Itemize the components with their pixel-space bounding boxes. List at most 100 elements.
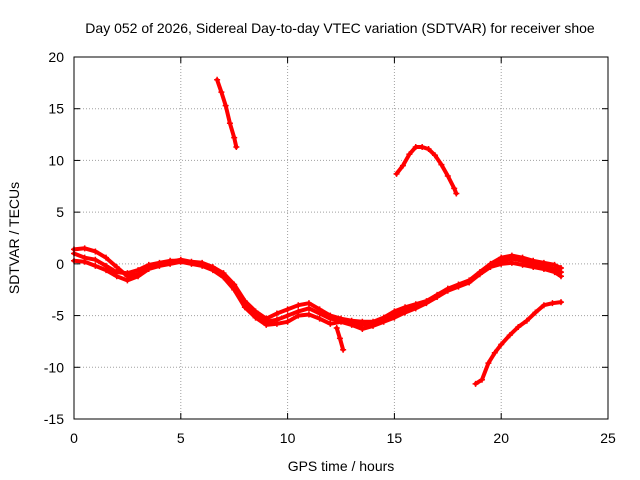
y-tick-label: -10 bbox=[44, 359, 64, 375]
data-point-marker bbox=[444, 172, 451, 179]
data-point-marker bbox=[103, 262, 110, 269]
data-point-marker bbox=[220, 272, 227, 279]
data-point-marker bbox=[393, 170, 400, 177]
data-point-marker bbox=[412, 143, 419, 150]
data-point-marker bbox=[515, 323, 522, 330]
data-point-marker bbox=[284, 312, 291, 319]
data-point-marker bbox=[478, 376, 485, 383]
data-point-marker bbox=[252, 312, 259, 319]
x-tick-label: 25 bbox=[600, 430, 616, 446]
data-point-marker bbox=[508, 255, 515, 262]
data-point-marker bbox=[431, 152, 438, 159]
data-point-marker bbox=[273, 316, 280, 323]
x-tick-label: 5 bbox=[177, 430, 185, 446]
data-point-marker bbox=[167, 257, 174, 264]
data-point-marker bbox=[476, 270, 483, 277]
data-point-marker bbox=[348, 319, 355, 326]
data-point-marker bbox=[491, 349, 498, 356]
data-point-marker bbox=[81, 254, 88, 261]
series-trace-c bbox=[71, 250, 565, 328]
series-layer bbox=[71, 76, 565, 387]
x-tick-label: 0 bbox=[70, 430, 78, 446]
data-point-marker bbox=[451, 185, 458, 192]
data-point-marker bbox=[316, 315, 323, 322]
data-point-marker bbox=[380, 316, 387, 323]
data-point-marker bbox=[530, 260, 537, 267]
data-point-marker bbox=[444, 286, 451, 293]
data-point-marker bbox=[391, 311, 398, 318]
data-point-marker bbox=[81, 245, 88, 252]
y-tick-label: 5 bbox=[56, 204, 64, 220]
data-point-marker bbox=[305, 311, 312, 318]
data-point-marker bbox=[316, 310, 323, 317]
data-point-marker bbox=[124, 277, 131, 284]
data-point-marker bbox=[540, 262, 547, 269]
data-point-marker bbox=[145, 261, 152, 268]
data-point-marker bbox=[284, 306, 291, 313]
x-tick-label: 10 bbox=[280, 430, 296, 446]
data-point-marker bbox=[523, 317, 530, 324]
data-point-marker bbox=[231, 134, 238, 141]
data-point-marker bbox=[113, 263, 120, 270]
series-trace-d bbox=[214, 76, 240, 150]
y-tick-label: 0 bbox=[56, 256, 64, 272]
data-point-marker bbox=[113, 269, 120, 276]
data-point-marker bbox=[135, 273, 142, 280]
data-point-marker bbox=[124, 270, 131, 277]
series-trace-f bbox=[472, 299, 565, 387]
y-tick-label: -5 bbox=[52, 308, 65, 324]
data-point-marker bbox=[419, 143, 426, 150]
data-point-marker bbox=[233, 143, 240, 150]
data-point-marker bbox=[506, 332, 513, 339]
data-point-marker bbox=[466, 278, 473, 285]
y-tick-label: 10 bbox=[48, 152, 64, 168]
data-point-marker bbox=[340, 346, 347, 353]
data-point-marker bbox=[231, 283, 238, 290]
data-point-marker bbox=[135, 267, 142, 274]
data-point-marker bbox=[327, 320, 334, 327]
data-point-marker bbox=[273, 310, 280, 317]
data-point-marker bbox=[532, 309, 539, 316]
data-point-marker bbox=[487, 261, 494, 268]
data-point-marker bbox=[498, 257, 505, 264]
data-point-marker bbox=[222, 102, 229, 109]
data-point-marker bbox=[103, 254, 110, 261]
y-axis-label: SDTVAR / TECUs bbox=[6, 182, 22, 294]
data-point-marker bbox=[406, 151, 413, 158]
x-axis-label: GPS time / hours bbox=[288, 458, 395, 474]
data-point-marker bbox=[305, 300, 312, 307]
series-trace-g bbox=[333, 324, 347, 353]
data-point-marker bbox=[156, 259, 163, 266]
data-point-marker bbox=[338, 316, 344, 323]
data-point-marker bbox=[218, 89, 225, 96]
data-point-marker bbox=[263, 318, 270, 325]
data-point-marker bbox=[519, 257, 526, 264]
data-point-marker bbox=[412, 303, 419, 310]
data-point-marker bbox=[327, 315, 334, 322]
data-point-marker bbox=[472, 380, 479, 387]
data-point-marker bbox=[425, 146, 432, 153]
data-point-marker bbox=[241, 302, 248, 309]
data-point-marker bbox=[199, 260, 206, 267]
data-point-marker bbox=[284, 318, 291, 325]
data-point-marker bbox=[333, 324, 340, 331]
data-point-marker bbox=[551, 266, 558, 273]
data-point-marker bbox=[438, 161, 445, 168]
data-point-marker bbox=[434, 292, 441, 299]
data-point-marker bbox=[295, 308, 302, 315]
x-tick-label: 15 bbox=[387, 430, 403, 446]
tick-layer: 0 5 10 15 20 25 -15 -10 -5 0 5 10 15 20 bbox=[44, 49, 616, 446]
data-point-marker bbox=[485, 360, 492, 367]
data-point-marker bbox=[226, 120, 233, 127]
data-point-marker bbox=[336, 335, 343, 342]
data-point-marker bbox=[423, 299, 430, 306]
data-point-marker bbox=[92, 256, 99, 263]
data-point-marker bbox=[214, 76, 221, 83]
data-point-marker bbox=[399, 162, 406, 169]
data-point-marker bbox=[209, 266, 216, 273]
data-point-marker bbox=[92, 248, 99, 255]
x-tick-label: 20 bbox=[493, 430, 509, 446]
data-point-marker bbox=[455, 282, 462, 289]
